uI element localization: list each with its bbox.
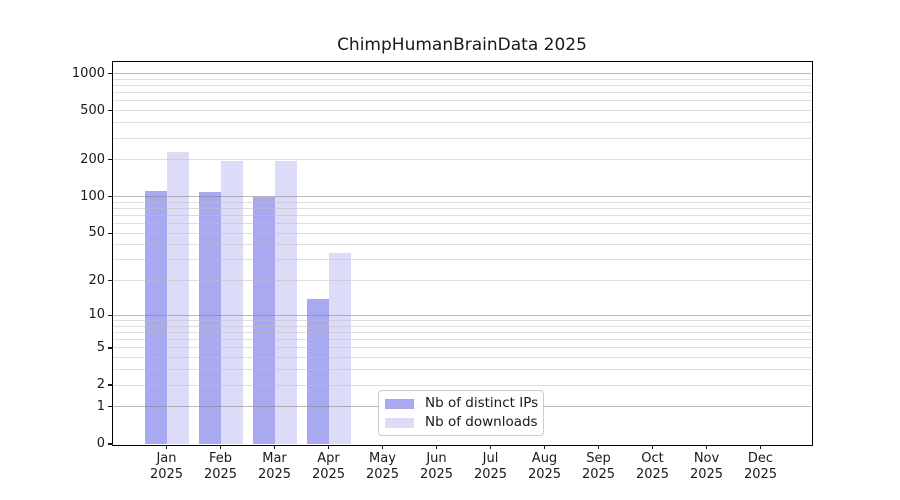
legend-item-distinct-ips: Nb of distinct IPs	[385, 395, 539, 411]
y-tick-label-200: 200	[80, 151, 105, 167]
x-tick-label-sep-2025: Sep 2025	[581, 451, 616, 482]
y-tick-label-500: 500	[80, 102, 105, 118]
x-tick-label-mar-2025: Mar 2025	[257, 451, 292, 482]
x-tick-mark-feb-2025	[219, 444, 222, 449]
gridline-minor-90	[113, 201, 811, 203]
gridline-minor-500	[113, 110, 811, 112]
y-tick-label-0: 0	[96, 436, 105, 451]
gridline-minor-8	[113, 325, 811, 327]
y-tick-mark-1	[107, 406, 113, 408]
y-tick-mark-0	[107, 443, 113, 445]
bar-downloads-feb-2025	[220, 160, 243, 444]
gridline-minor-5	[113, 347, 811, 349]
legend: Nb of distinct IPs Nb of downloads	[378, 390, 544, 436]
y-tick-label-1: 1	[96, 398, 105, 414]
x-tick-mark-oct-2025	[651, 444, 654, 449]
x-tick-label-oct-2025: Oct 2025	[635, 451, 670, 482]
y-tick-label-50: 50	[88, 225, 105, 241]
y-tick-label-2: 2	[96, 377, 105, 393]
gridline-minor-400	[113, 122, 811, 124]
y-tick-mark-50	[107, 232, 113, 234]
gridline-minor-50	[113, 232, 811, 234]
x-tick-label-feb-2025: Feb 2025	[203, 451, 238, 482]
grid-layer	[113, 62, 811, 444]
x-tick-label-aug-2025: Aug 2025	[527, 451, 562, 482]
x-tick-mark-aug-2025	[543, 444, 546, 449]
x-tick-mark-sep-2025	[597, 444, 600, 449]
plot-area	[112, 61, 813, 446]
gridline-minor-7	[113, 332, 811, 333]
gridline-minor-70	[113, 214, 811, 216]
y-tick-label-20: 20	[88, 272, 105, 288]
chart-title: ChimpHumanBrainData 2025	[337, 35, 587, 55]
gridline-minor-80	[113, 207, 811, 209]
y-tick-label-100: 100	[80, 188, 105, 204]
y-tick-mark-500	[107, 110, 113, 112]
gridline-major-1000	[113, 73, 811, 74]
bar-distinct-ips-jan-2025	[144, 190, 167, 444]
gridline-minor-6	[113, 339, 811, 341]
bar-downloads-jan-2025	[166, 152, 189, 444]
gridline-minor-9	[113, 320, 811, 321]
x-tick-label-apr-2025: Apr 2025	[311, 451, 346, 482]
gridline-minor-20	[113, 280, 811, 282]
y-tick-label-10: 10	[88, 307, 105, 323]
x-tick-mark-jul-2025	[489, 444, 492, 449]
gridline-minor-800	[113, 85, 811, 86]
y-tick-mark-200	[107, 159, 113, 161]
legend-item-downloads: Nb of downloads	[385, 414, 538, 430]
legend-swatch-distinct-ips	[385, 398, 414, 409]
x-tick-mark-apr-2025	[327, 444, 330, 449]
gridline-minor-4	[113, 357, 811, 359]
legend-swatch-downloads	[385, 417, 414, 428]
bar-downloads-mar-2025	[274, 161, 297, 444]
gridline-major-10	[113, 314, 811, 316]
legend-label-distinct-ips: Nb of distinct IPs	[425, 395, 539, 411]
y-tick-mark-20	[107, 280, 113, 282]
x-tick-mark-jun-2025	[435, 444, 438, 449]
x-tick-label-jun-2025: Jun 2025	[419, 451, 454, 482]
gridline-minor-40	[113, 244, 811, 246]
gridline-minor-600	[113, 100, 811, 102]
x-tick-label-jan-2025: Jan 2025	[149, 451, 184, 482]
gridline-minor-30	[113, 259, 811, 261]
y-tick-label-5: 5	[96, 339, 105, 355]
x-tick-mark-jan-2025	[165, 444, 168, 449]
y-tick-label-1000: 1000	[71, 65, 105, 81]
gridline-minor-900	[113, 78, 811, 80]
legend-label-downloads: Nb of downloads	[425, 414, 538, 430]
bar-distinct-ips-feb-2025	[198, 192, 221, 444]
x-tick-mark-may-2025	[381, 444, 384, 449]
gridline-minor-2	[113, 384, 811, 386]
gridline-minor-200	[113, 159, 811, 161]
x-tick-mark-nov-2025	[705, 444, 708, 449]
gridline-minor-60	[113, 223, 811, 225]
x-tick-label-jul-2025: Jul 2025	[473, 451, 508, 482]
x-tick-label-nov-2025: Nov 2025	[689, 451, 724, 482]
bar-distinct-ips-apr-2025	[306, 298, 329, 444]
bar-downloads-apr-2025	[328, 253, 351, 444]
gridline-major-100	[113, 196, 811, 197]
x-tick-label-dec-2025: Dec 2025	[743, 451, 778, 482]
x-tick-label-may-2025: May 2025	[365, 451, 400, 482]
bars-layer	[113, 62, 811, 444]
y-tick-mark-5	[107, 347, 113, 349]
y-tick-mark-1000	[107, 72, 113, 75]
gridline-minor-3	[113, 369, 811, 371]
gridline-minor-700	[113, 92, 811, 94]
gridline-minor-300	[113, 137, 811, 139]
y-tick-mark-100	[107, 195, 113, 198]
x-tick-mark-mar-2025	[273, 444, 276, 449]
y-tick-mark-10	[107, 314, 113, 317]
x-tick-mark-dec-2025	[759, 444, 762, 449]
y-tick-mark-2	[107, 384, 113, 386]
